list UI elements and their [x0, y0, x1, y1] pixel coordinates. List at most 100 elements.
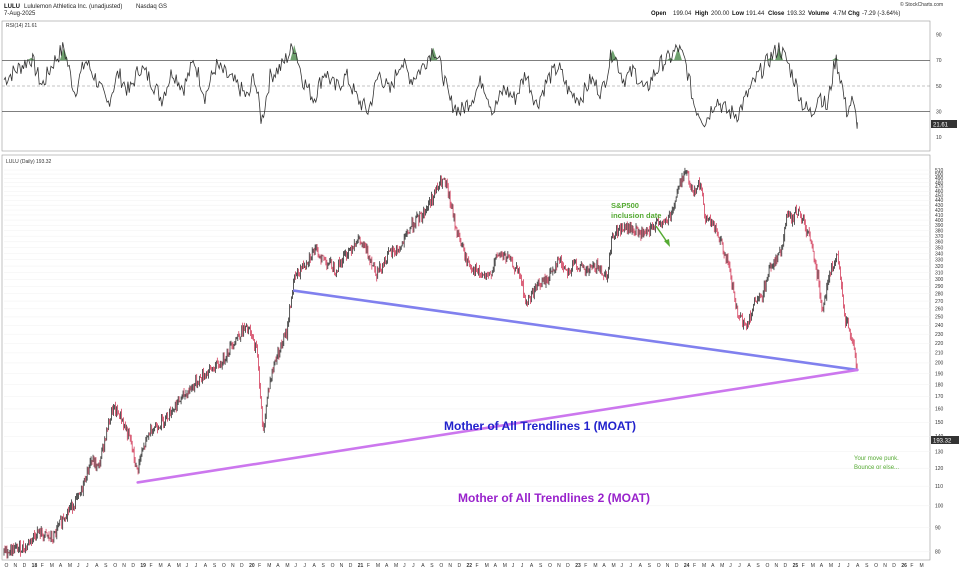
date-tick-label: N [775, 563, 779, 569]
date-tick-label: 21 [358, 563, 364, 569]
date-tick-label: A [421, 563, 425, 569]
date-tick-label: J [512, 563, 515, 569]
chart-header: LULU Lululemon Athletica Inc. (unadjuste… [4, 1, 943, 17]
date-tick-label: 23 [575, 563, 581, 569]
date-tick-label: F [693, 563, 696, 569]
volume-value: 4.7M [833, 11, 846, 17]
date-tick-label: 25 [793, 563, 799, 569]
date-tick-label: J [621, 563, 624, 569]
open-label: Open [651, 11, 667, 17]
sp500-annotation-line2: inclusion date [611, 211, 661, 220]
date-tick-label: O [874, 563, 878, 569]
price-tick-label: 150 [935, 420, 944, 426]
date-tick-label: M [720, 563, 724, 569]
date-tick-label: O [331, 563, 335, 569]
price-tick-label: 290 [935, 284, 944, 290]
date-tick-label: O [657, 563, 661, 569]
header-exchange: Nasdaq GS [136, 4, 167, 10]
price-tick-label: 90 [935, 525, 941, 531]
rsi-last-badge [931, 120, 957, 128]
date-tick-label: F [476, 563, 479, 569]
date-tick-label: M [159, 563, 163, 569]
price-tick-label: 490 [935, 176, 944, 182]
date-tick-label: O [765, 563, 769, 569]
rsi-last-value: 21.61 [933, 123, 949, 129]
price-tick-label: 510 [935, 168, 944, 174]
date-tick-label: S [756, 563, 760, 569]
date-tick-label: J [847, 563, 850, 569]
price-tick-label: 100 [935, 504, 944, 510]
price-tick-label: 220 [935, 341, 944, 347]
date-tick-label: J [195, 563, 198, 569]
date-tick-label: A [820, 563, 824, 569]
rsi-label: RSI(14) 21.61 [6, 23, 37, 29]
low-label: Low [732, 11, 744, 17]
price-tick-label: 260 [935, 307, 944, 313]
date-tick-label: J [294, 563, 297, 569]
date-tick-label: 22 [467, 563, 473, 569]
rsi-tick-label: 90 [936, 33, 942, 39]
date-tick-label: J [303, 563, 306, 569]
close-value: 193.32 [787, 11, 806, 17]
header-date: 7-Aug-2025 [4, 11, 36, 17]
rsi-overbought-fill [27, 57, 36, 61]
rsi-overbought-fill [608, 50, 617, 61]
date-tick-label: J [77, 563, 80, 569]
date-tick-label: J [412, 563, 415, 569]
date-tick-label: A [276, 563, 280, 569]
annotations: S&P500 inclusion date Mother of All Tren… [444, 201, 899, 505]
price-tick-label: 210 [935, 351, 944, 357]
date-tick-label: M [394, 563, 398, 569]
date-tick-label: N [14, 563, 18, 569]
date-tick-label: M [50, 563, 54, 569]
price-tick-label: 280 [935, 291, 944, 297]
date-tick-label: N [231, 563, 235, 569]
sp500-arrow [655, 225, 668, 243]
price-tick-label: 160 [935, 407, 944, 413]
trendlines [136, 289, 859, 484]
date-tick-label: A [639, 563, 643, 569]
date-tick-label: N [557, 563, 561, 569]
price-tick-label: 340 [935, 251, 944, 257]
trendline-2 [136, 368, 859, 484]
price-tick-label: 110 [935, 484, 943, 490]
price-tick-label: 450 [935, 194, 944, 200]
date-tick-label: M [177, 563, 181, 569]
date-tick-label: 19 [140, 563, 146, 569]
date-tick-label: S [104, 563, 108, 569]
date-tick-label: S [648, 563, 652, 569]
price-tick-label: 170 [935, 394, 944, 400]
date-tick-label: O [439, 563, 443, 569]
price-tick-label: 80 [935, 550, 941, 556]
date-tick-label: D [566, 563, 570, 569]
low-value: 191.44 [746, 11, 765, 17]
price-tick-label: 370 [935, 234, 944, 240]
date-tick-label: J [630, 563, 633, 569]
sp500-annotation-line1: S&P500 [611, 201, 639, 210]
high-value: 200.00 [711, 11, 730, 17]
rsi-axis: 90 70 50 30 10 [936, 33, 942, 141]
price-tick-label: 460 [935, 189, 944, 195]
date-tick-label: A [711, 563, 715, 569]
date-tick-label: O [222, 563, 226, 569]
price-tick-label: 350 [935, 245, 944, 251]
date-tick-label: A [95, 563, 99, 569]
date-tick-label: M [485, 563, 489, 569]
date-tick-label: M [503, 563, 507, 569]
date-tick-label: M [611, 563, 615, 569]
open-value: 199.04 [673, 11, 692, 17]
rsi-panel: RSI(14) 21.61 90 70 50 30 10 21.61 [1, 20, 957, 152]
date-tick-label: S [213, 563, 217, 569]
price-label: LULU (Daily) 193.32 [6, 159, 52, 165]
date-tick-label: J [729, 563, 732, 569]
sp500-arrow-head [664, 239, 670, 247]
date-tick-label: A [747, 563, 751, 569]
date-tick-label: 20 [249, 563, 255, 569]
price-tick-label: 230 [935, 332, 944, 338]
date-tick-label: S [430, 563, 434, 569]
rsi-overbought-fill [673, 47, 682, 61]
header-source: © StockCharts.com [900, 1, 943, 8]
date-tick-label: S [322, 563, 326, 569]
